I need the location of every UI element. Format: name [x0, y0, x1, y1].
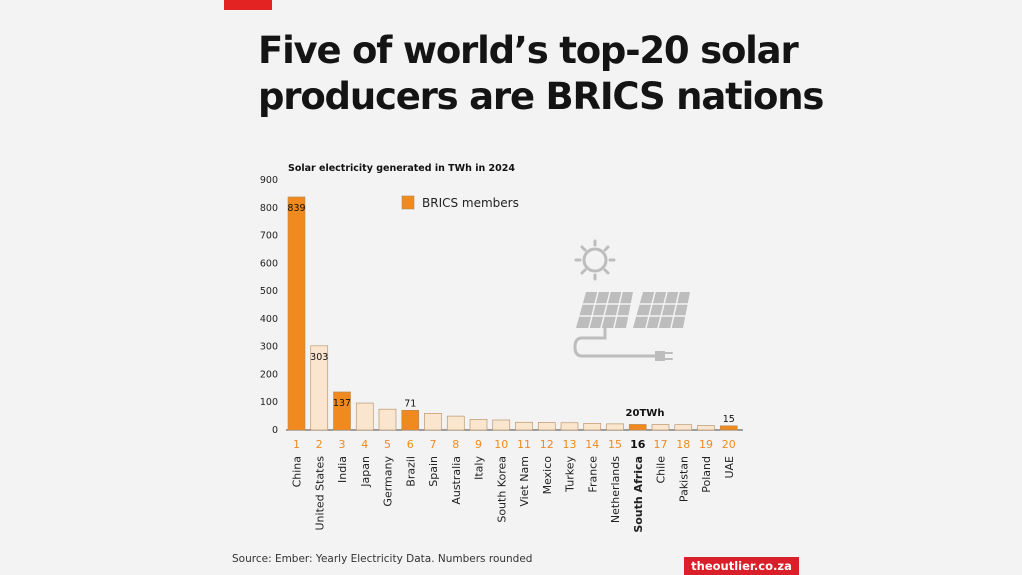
solar-panel-illustration: [573, 239, 690, 361]
chart-title: Solar electricity generated in TWh in 20…: [288, 163, 515, 174]
x-tick-label: Mexico: [541, 456, 554, 495]
x-tick-label: Turkey: [564, 456, 577, 493]
data-label: 15: [723, 414, 735, 425]
title-line-1: Five of world’s top-20 solar: [258, 29, 799, 72]
bar-poland: [697, 425, 715, 431]
rank-label: 11: [517, 438, 531, 451]
page-title: Five of world’s top-20 solar producers a…: [258, 28, 898, 120]
bar-pakistan: [674, 424, 693, 431]
x-tick-label: India: [336, 456, 349, 483]
x-tick-label: UAE: [723, 456, 736, 479]
bar-spain: [424, 413, 442, 431]
y-tick-label: 200: [260, 369, 278, 380]
bar-brazil: [401, 409, 420, 431]
rank-label: 14: [585, 438, 599, 451]
bar-south-africa: [628, 424, 647, 431]
bar-japan: [355, 402, 374, 431]
rank-label: 9: [475, 438, 482, 451]
x-tick-label: Spain: [427, 456, 440, 487]
rank-label: 13: [563, 438, 577, 451]
x-tick-label: France: [586, 456, 599, 493]
bar-uae: [719, 425, 738, 431]
x-tick-label: China: [291, 456, 304, 487]
x-tick-label: Chile: [655, 456, 668, 484]
y-tick-label: 0: [272, 425, 278, 436]
y-tick-label: 500: [260, 286, 278, 297]
legend-label: BRICS members: [422, 196, 519, 210]
bar-china: [287, 196, 306, 431]
legend: BRICS members: [401, 195, 519, 210]
data-label: 839: [287, 203, 305, 214]
annotation-20twh: 20TWh: [626, 408, 665, 419]
y-tick-label: 300: [260, 342, 278, 353]
x-tick-label: Italy: [473, 456, 486, 480]
rank-label: 4: [361, 438, 368, 451]
x-tick-label: Japan: [359, 456, 372, 488]
bar-france: [583, 423, 602, 431]
bar-viet-nam: [515, 421, 533, 431]
data-label: 303: [310, 352, 328, 363]
bar-mexico: [537, 422, 556, 431]
y-tick-label: 400: [260, 314, 278, 325]
rank-label: 8: [452, 438, 459, 451]
bar-south-korea: [492, 419, 511, 431]
x-tick-label: Netherlands: [609, 456, 622, 523]
x-tick-label: Viet Nam: [518, 456, 531, 507]
y-tick-label: 100: [260, 397, 278, 408]
bar-turkey: [560, 422, 579, 431]
bar-united-states: [310, 345, 329, 431]
x-tick-label: Australia: [450, 456, 463, 505]
rank-label: 3: [339, 438, 346, 451]
rank-label: 2: [316, 438, 323, 451]
rank-label: 1: [293, 438, 300, 451]
x-tick-label: South Korea: [495, 456, 508, 523]
panel-icon: [576, 292, 690, 328]
x-tick-label: Poland: [700, 456, 713, 493]
title-line-2: producers are BRICS nations: [258, 75, 824, 118]
bar-germany: [378, 408, 397, 431]
brand-accent-bar: [224, 0, 272, 10]
data-label: 137: [333, 398, 351, 409]
data-label: 71: [404, 398, 416, 409]
cable-plug-icon: [573, 326, 673, 361]
legend-swatch: [401, 195, 415, 210]
rank-label: 17: [654, 438, 668, 451]
bar-india: [333, 391, 351, 431]
rank-label: 20: [722, 438, 736, 451]
rank-label: 15: [608, 438, 622, 451]
bar-chile: [651, 424, 670, 431]
brand-logo[interactable]: theoutlier.co.za: [684, 557, 799, 575]
y-tick-label: 900: [260, 175, 278, 186]
y-tick-label: 800: [260, 203, 278, 214]
y-tick-label: 600: [260, 258, 278, 269]
x-tick-label: United States: [313, 456, 326, 531]
sun-icon: [574, 239, 616, 281]
x-tick-label: Brazil: [404, 456, 417, 487]
y-tick-label: 700: [260, 231, 278, 242]
bar-italy: [469, 419, 488, 431]
bar-netherlands: [606, 423, 624, 431]
rank-label: 16: [630, 438, 646, 451]
source-note: Source: Ember: Yearly Electricity Data. …: [232, 553, 533, 565]
bar-australia: [446, 415, 465, 431]
rank-label: 10: [494, 438, 508, 451]
rank-label: 19: [699, 438, 713, 451]
x-tick-label: Pakistan: [677, 456, 690, 502]
x-tick-label: Germany: [382, 456, 395, 507]
rank-label: 18: [676, 438, 690, 451]
rank-label: 5: [384, 438, 391, 451]
rank-label: 6: [407, 438, 414, 451]
rank-label: 7: [430, 438, 437, 451]
rank-label: 12: [540, 438, 554, 451]
x-tick-label: South Africa: [632, 456, 645, 533]
